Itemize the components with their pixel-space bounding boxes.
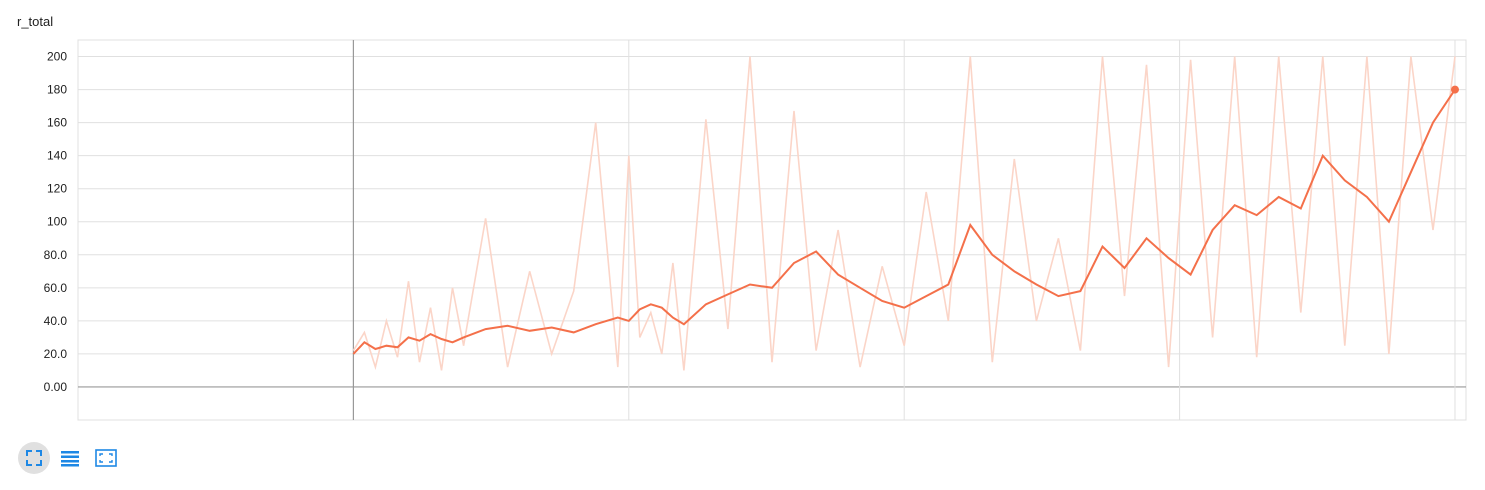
expand-chart-button[interactable]	[18, 442, 50, 474]
y-tick-label: 160	[47, 116, 67, 130]
plot-frame	[77, 39, 1467, 421]
y-tick-label: 120	[47, 182, 67, 196]
y-tick-label: 40.0	[44, 314, 68, 328]
y-tick-label: 140	[47, 149, 67, 163]
grid	[77, 39, 1467, 421]
y-tick-label: 200	[47, 50, 67, 64]
chart[interactable]: 0.00 20.0 40.0 60.0 80.0 100 120 140 160 180 200	[0, 0, 1485, 440]
y-tick-label: 100	[47, 215, 67, 229]
expand-chart-icon	[26, 450, 42, 466]
y-tick-label: 60.0	[44, 281, 68, 295]
chart-title: r_total	[17, 14, 54, 29]
toggle-y-scale-button[interactable]	[54, 442, 86, 474]
toggle-log-scale-icon	[61, 451, 79, 467]
smoothed-series-line	[352, 89, 1456, 355]
fit-domain-button[interactable]	[90, 442, 122, 474]
fit-domain-icon	[95, 449, 117, 467]
last-point-marker	[1450, 85, 1459, 94]
series-group	[352, 56, 1459, 371]
chart-controls	[18, 442, 122, 474]
y-tick-label: 20.0	[44, 347, 68, 361]
y-tick-label: 0.00	[44, 380, 68, 394]
y-tick-label: 180	[47, 83, 67, 97]
y-tick-label: 80.0	[44, 248, 68, 262]
raw-series-line	[352, 56, 1456, 371]
y-axis: 0.00 20.0 40.0 60.0 80.0 100 120 140 160 180 200	[44, 50, 68, 394]
